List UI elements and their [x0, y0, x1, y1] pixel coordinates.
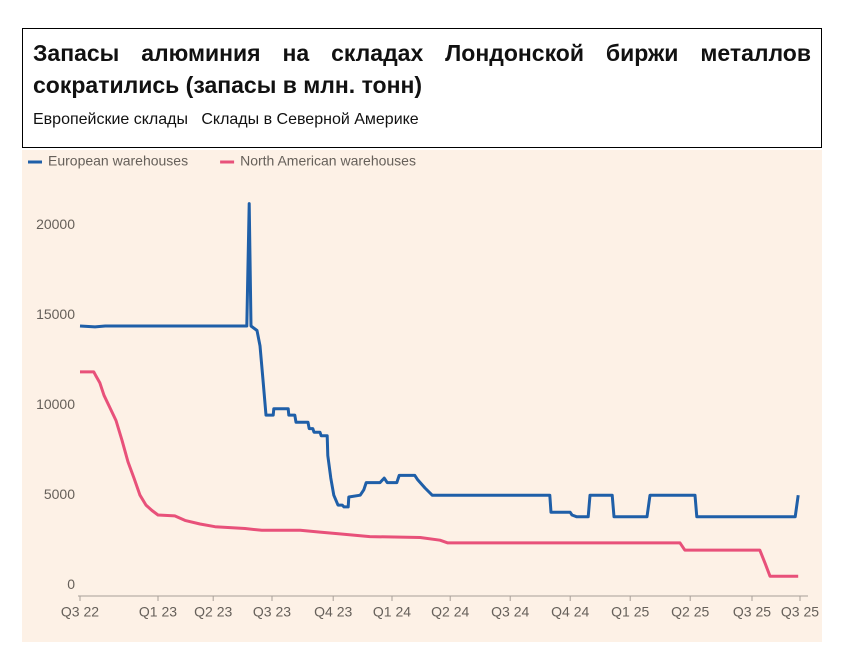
y-tick-label: 10000 [36, 396, 75, 412]
x-tick-label: Q2 23 [194, 604, 232, 620]
x-tick-label: Q3 25 [733, 604, 771, 620]
series-line [79, 202, 800, 519]
y-tick-label: 5000 [44, 486, 75, 502]
legend-label: European warehouses [48, 153, 188, 169]
chart-title: Запасы алюминия на складах Лондонской би… [33, 40, 811, 98]
y-tick-label: 15000 [36, 306, 75, 322]
legend-label: North American warehouses [240, 153, 416, 169]
x-tick-label: Q1 23 [139, 604, 177, 620]
x-tick-label: Q3 24 [491, 604, 529, 620]
chart-subtitle: Европейские склады Склады в Северной Аме… [33, 111, 419, 128]
series-line [80, 370, 799, 578]
x-tick-label: Q3 25 [781, 604, 819, 620]
plot-background [22, 150, 822, 642]
x-tick-label: Q4 24 [551, 604, 589, 620]
x-tick-label: Q1 24 [373, 604, 411, 620]
x-tick-label: Q2 24 [431, 604, 469, 620]
x-tick-label: Q3 22 [61, 604, 99, 620]
x-tick-label: Q1 25 [611, 604, 649, 620]
header: Запасы алюминия на складах Лондонской би… [22, 28, 822, 148]
x-tick-label: Q2 25 [671, 604, 709, 620]
y-tick-label: 0 [67, 576, 75, 592]
x-tick-label: Q4 23 [314, 604, 352, 620]
y-tick-label: 20000 [36, 216, 75, 232]
x-tick-label: Q3 23 [253, 604, 291, 620]
